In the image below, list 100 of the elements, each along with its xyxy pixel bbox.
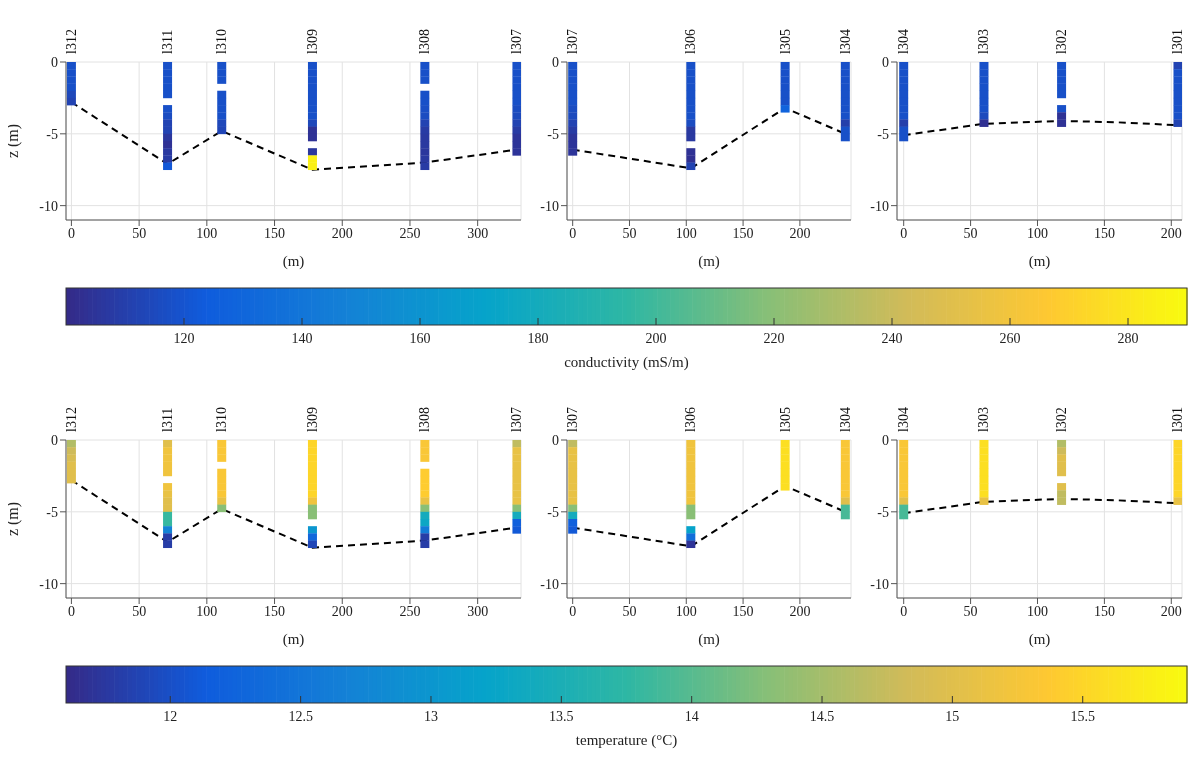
- annotation: l304: [837, 29, 853, 54]
- annotation: l308: [417, 407, 433, 432]
- y-tick-label: 0: [552, 432, 559, 448]
- color-bar-label: 120: [173, 331, 195, 346]
- y-tick-label: 0: [51, 54, 58, 70]
- y-tick-label: -10: [39, 198, 58, 214]
- annotation: l305: [777, 29, 793, 54]
- x-tick-label: 250: [399, 603, 421, 619]
- annotation: l301: [1170, 29, 1186, 54]
- color-bar-label: 200: [645, 331, 667, 346]
- color-bar-label: 13: [423, 709, 438, 724]
- annotation: l312: [63, 407, 79, 432]
- annotation: l310: [214, 29, 230, 54]
- x-tick-label: 150: [732, 225, 754, 241]
- annotation: l309: [304, 29, 320, 54]
- x-tick-label: 0: [67, 603, 75, 619]
- annotation: l308: [417, 29, 433, 54]
- color-bar-label: 14.5: [809, 709, 835, 724]
- color-bar-label: 12.5: [288, 709, 313, 724]
- x-axis-title: (m): [1028, 253, 1051, 270]
- x-tick-label: 150: [1093, 225, 1115, 241]
- color-bar-label: 180: [527, 331, 549, 346]
- x-axis-title: (m): [698, 631, 720, 648]
- annotation: l303: [976, 29, 992, 54]
- y-tick-label: -5: [46, 504, 58, 520]
- x-tick-label: 200: [789, 603, 811, 619]
- x-axis-title: (m): [1028, 631, 1051, 648]
- color-bar-label: 280: [1117, 331, 1139, 346]
- x-tick-label: 150: [264, 603, 286, 619]
- x-tick-label: 100: [1026, 225, 1048, 241]
- x-tick-label: 0: [569, 603, 577, 619]
- x-axis-title: (m): [282, 253, 305, 270]
- annotation: l306: [683, 407, 699, 432]
- x-tick-label: 200: [331, 225, 353, 241]
- x-tick-label: 100: [675, 225, 697, 241]
- x-tick-label: 50: [622, 603, 637, 619]
- y-tick-label: -10: [540, 576, 559, 592]
- annotation: l305: [777, 407, 793, 432]
- x-tick-label: 50: [963, 603, 978, 619]
- x-tick-label: 100: [196, 225, 218, 241]
- annotation: l310: [214, 407, 230, 432]
- color-bar-label: 14: [684, 709, 699, 724]
- x-tick-label: 200: [1160, 225, 1182, 241]
- y-tick-label: 0: [552, 54, 559, 70]
- color-bar-title: temperature (°C): [575, 732, 678, 749]
- x-tick-label: 50: [963, 225, 978, 241]
- color-bar-title: conductivity (mS/m): [564, 354, 689, 371]
- color-bar-label: 240: [881, 331, 903, 346]
- color-bar-label: 220: [763, 331, 785, 346]
- x-tick-label: 0: [900, 225, 908, 241]
- y-tick-label: -5: [46, 126, 58, 142]
- x-axis-title: (m): [282, 631, 305, 648]
- y-tick-label: -10: [870, 576, 889, 592]
- y-tick-label: -10: [540, 198, 559, 214]
- color-bar-label: 260: [999, 331, 1021, 346]
- color-bar-label: 15.5: [1070, 709, 1095, 724]
- x-tick-label: 150: [264, 225, 286, 241]
- color-bar-label: 15: [945, 709, 960, 724]
- annotation: l302: [1054, 29, 1070, 54]
- annotation: l307: [509, 407, 525, 432]
- annotation: l307: [509, 29, 525, 54]
- annotation: l304: [896, 407, 912, 432]
- y-tick-label: 0: [882, 54, 889, 70]
- x-tick-label: 300: [467, 225, 489, 241]
- y-tick-label: -5: [877, 126, 889, 142]
- annotation: l303: [976, 407, 992, 432]
- annotation: l309: [304, 407, 320, 432]
- x-tick-label: 200: [331, 603, 353, 619]
- color-bar-label: 140: [291, 331, 313, 346]
- color-bar-label: 160: [409, 331, 431, 346]
- x-tick-label: 150: [732, 603, 754, 619]
- x-tick-label: 100: [196, 603, 218, 619]
- y-tick-label: -5: [877, 504, 889, 520]
- x-tick-label: 0: [569, 225, 577, 241]
- y-tick-label: -10: [870, 198, 889, 214]
- y-tick-label: 0: [51, 432, 58, 448]
- y-tick-label: 0: [882, 432, 889, 448]
- x-tick-label: 50: [132, 225, 147, 241]
- annotation: l304: [896, 29, 912, 54]
- annotation: l307: [565, 407, 581, 432]
- x-tick-label: 50: [622, 225, 637, 241]
- x-tick-label: 100: [1026, 603, 1048, 619]
- color-bar-label: 12: [163, 709, 178, 724]
- x-tick-label: 0: [900, 603, 908, 619]
- x-axis-title: (m): [698, 253, 720, 270]
- x-tick-label: 200: [1160, 603, 1182, 619]
- annotation: l311: [160, 29, 176, 54]
- annotation: l312: [63, 29, 79, 54]
- annotation: l307: [565, 29, 581, 54]
- x-tick-label: 0: [67, 225, 75, 241]
- x-tick-label: 250: [399, 225, 421, 241]
- x-tick-label: 300: [467, 603, 489, 619]
- color-bar-label: 13.5: [549, 709, 574, 724]
- x-tick-label: 100: [675, 603, 697, 619]
- x-tick-label: 150: [1093, 603, 1115, 619]
- y-tick-label: -10: [39, 576, 58, 592]
- annotation: l302: [1054, 407, 1070, 432]
- x-tick-label: 50: [132, 603, 147, 619]
- y-tick-label: -5: [547, 126, 559, 142]
- x-tick-label: 200: [789, 225, 811, 241]
